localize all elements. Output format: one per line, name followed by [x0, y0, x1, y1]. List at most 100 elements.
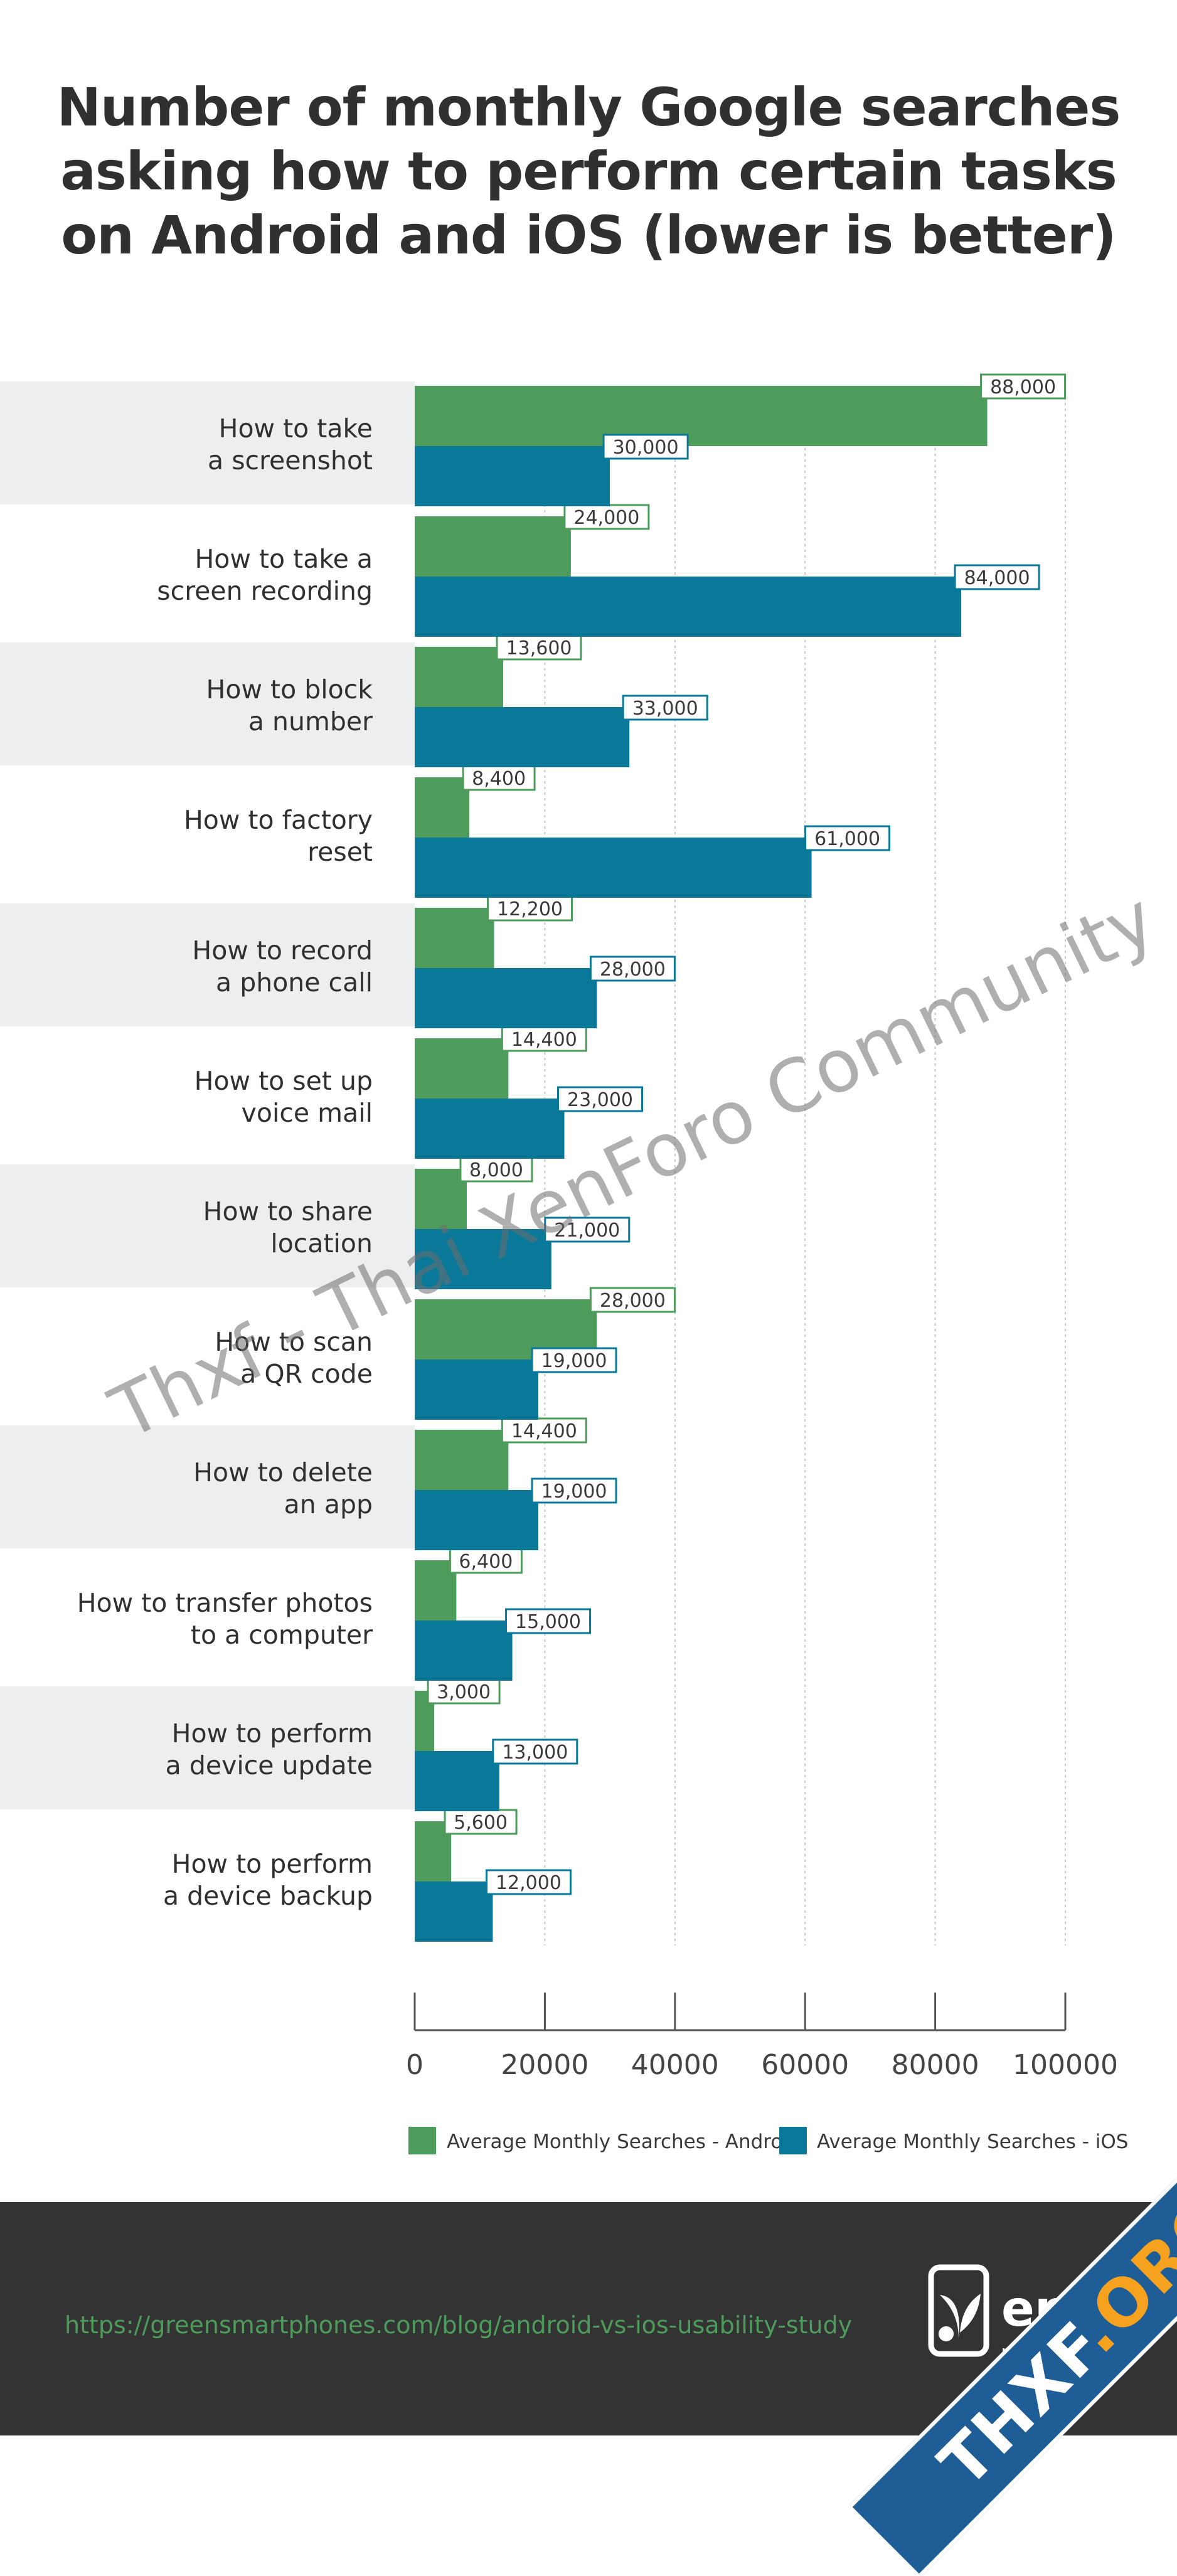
- data-label-box: [505, 1608, 592, 1634]
- ios-bar: [415, 1751, 499, 1811]
- data-label: 14,400: [511, 1420, 577, 1442]
- data-label: 8,400: [472, 768, 526, 790]
- chart-title-line-2: asking how to perform certain tasks: [60, 141, 1117, 202]
- x-tick-label: 80000: [892, 2049, 979, 2081]
- data-label: 12,000: [496, 1872, 562, 1894]
- x-tick-label: 40000: [631, 2049, 719, 2081]
- category-label: How to scan: [215, 1327, 373, 1357]
- android-bar: [415, 516, 571, 577]
- category-label: a number: [248, 706, 373, 737]
- chart-title-line-1: Number of monthly Google searches: [56, 77, 1121, 138]
- data-label: 13,600: [506, 637, 572, 659]
- category-label: voice mail: [242, 1098, 373, 1128]
- data-label: 15,000: [515, 1611, 581, 1633]
- ios-bar: [415, 1229, 551, 1289]
- x-tick-label: 100000: [1013, 2049, 1118, 2081]
- data-label: 21,000: [554, 1220, 620, 1242]
- category-band: [0, 381, 415, 504]
- ios-bar: [415, 1881, 493, 1942]
- data-label: 12,200: [497, 898, 563, 920]
- data-label-box: [492, 1738, 578, 1765]
- category-label: How to take a: [194, 544, 373, 574]
- phone-leaf-icon: [928, 2264, 989, 2357]
- chart-title: Number of monthly Google searches asking…: [0, 75, 1177, 267]
- ios-bar: [415, 577, 962, 637]
- category-label: reset: [307, 837, 373, 867]
- android-bar: [415, 386, 988, 446]
- android-bar: [415, 908, 494, 968]
- category-label: a device update: [166, 1750, 373, 1780]
- ios-bar: [415, 707, 630, 767]
- android-bar: [415, 1430, 509, 1490]
- data-label-box: [622, 695, 708, 721]
- data-label: 84,000: [964, 567, 1030, 589]
- category-label: How to perform: [172, 1718, 373, 1748]
- data-label: 23,000: [567, 1089, 633, 1111]
- data-label-box: [589, 955, 676, 982]
- category-label: How to transfer photos: [77, 1588, 373, 1618]
- category-label: to a computer: [191, 1620, 373, 1650]
- ios-bar: [415, 1099, 565, 1159]
- data-label: 8,000: [469, 1159, 523, 1181]
- category-band: [0, 642, 415, 765]
- android-bar: [415, 777, 470, 838]
- ios-bar: [415, 446, 610, 506]
- android-bar: [415, 647, 504, 707]
- data-label-box: [804, 825, 891, 851]
- data-label-box: [589, 1287, 676, 1313]
- x-tick-label: 60000: [761, 2049, 849, 2081]
- category-label: a screenshot: [208, 445, 373, 476]
- legend-label-android: Average Monthly Searches - Android: [447, 2131, 801, 2153]
- data-label: 19,000: [541, 1481, 607, 1503]
- category-label: How to delete: [193, 1457, 373, 1488]
- data-label: 61,000: [814, 828, 880, 850]
- chart-title-line-3: on Android and iOS (lower is better): [61, 205, 1116, 266]
- category-band: [0, 1164, 415, 1287]
- category-label: a QR code: [240, 1359, 373, 1389]
- data-label-box: [501, 1417, 587, 1444]
- data-label: 30,000: [613, 437, 679, 459]
- category-label: How to take: [219, 413, 373, 444]
- data-label: 14,400: [511, 1029, 577, 1051]
- category-label: How to factory: [184, 805, 373, 835]
- category-label: an app: [284, 1489, 373, 1520]
- legend-label-ios: Average Monthly Searches - iOS: [817, 2131, 1128, 2153]
- ios-bar: [415, 1621, 513, 1681]
- category-label: a device backup: [163, 1881, 373, 1911]
- x-tick-label: 0: [406, 2049, 423, 2081]
- data-label: 3,000: [437, 1681, 491, 1703]
- data-label: 28,000: [600, 959, 666, 981]
- legend-swatch-android: [408, 2127, 436, 2154]
- data-label-box: [487, 895, 573, 922]
- category-label: How to set up: [194, 1066, 373, 1096]
- category-label: How to block: [206, 674, 373, 705]
- data-label-box: [459, 1156, 533, 1183]
- category-label: a phone call: [216, 967, 373, 998]
- data-label: 6,400: [459, 1551, 513, 1573]
- category-label: How to perform: [172, 1849, 373, 1879]
- source-link[interactable]: https://greensmartphones.com/blog/androi…: [65, 2311, 853, 2339]
- data-label-box: [462, 765, 536, 791]
- category-band: [0, 1686, 415, 1809]
- data-label-box: [449, 1548, 523, 1574]
- ios-bar: [415, 968, 597, 1028]
- ios-bar: [415, 1360, 539, 1420]
- data-label-box: [531, 1347, 617, 1373]
- android-bar: [415, 1169, 467, 1229]
- data-label-box: [531, 1477, 617, 1504]
- legend-swatch-ios: [779, 2127, 807, 2154]
- category-label: How to record: [192, 935, 373, 966]
- data-label-box: [563, 504, 650, 530]
- ios-bar: [415, 838, 812, 898]
- data-label: 28,000: [600, 1290, 666, 1312]
- category-label: screen recording: [157, 576, 373, 606]
- category-label: How to share: [203, 1196, 373, 1227]
- data-label-box: [557, 1086, 644, 1112]
- data-label: 33,000: [632, 698, 698, 720]
- data-label: 19,000: [541, 1350, 607, 1372]
- ios-bar: [415, 1490, 539, 1550]
- data-label: 88,000: [990, 376, 1056, 398]
- data-label-box: [954, 564, 1040, 590]
- data-label-box: [980, 373, 1067, 400]
